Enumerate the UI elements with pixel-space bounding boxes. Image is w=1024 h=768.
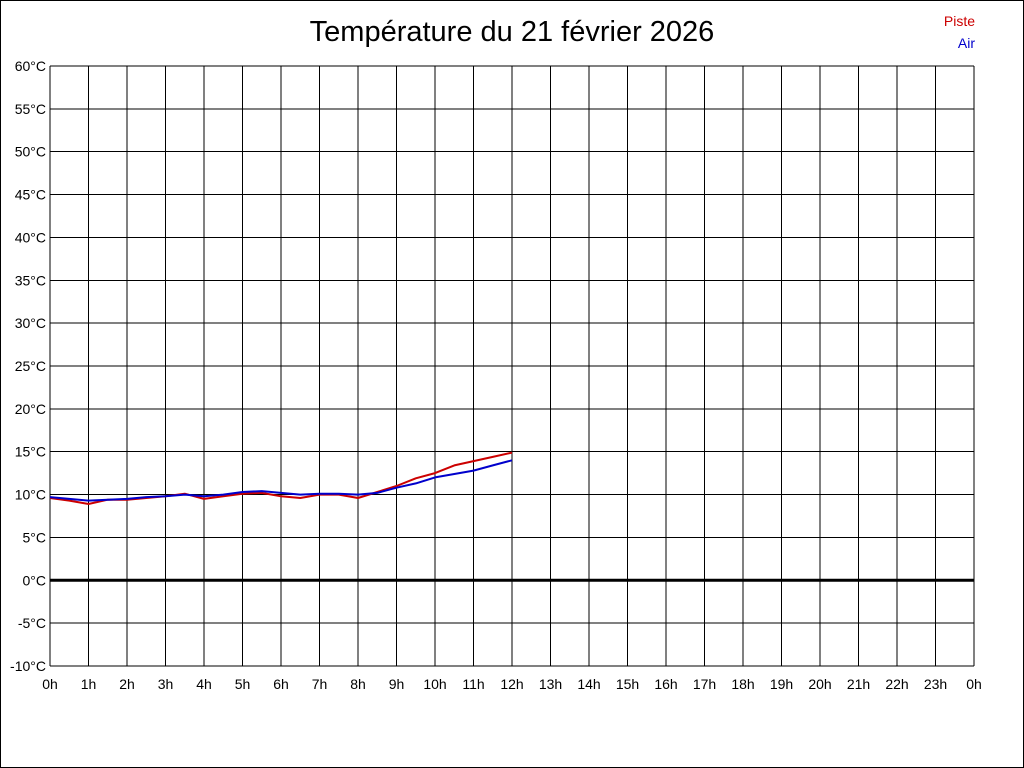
x-tick-label: 22h	[885, 676, 908, 692]
x-tick-label: 13h	[539, 676, 562, 692]
x-tick-label: 14h	[577, 676, 600, 692]
x-tick-label: 17h	[693, 676, 716, 692]
y-tick-label: 25°C	[15, 358, 46, 374]
series-line-air	[49, 459, 513, 502]
y-tick-label: 60°C	[15, 58, 46, 74]
x-tick-label: 4h	[196, 676, 212, 692]
x-tick-label: 16h	[654, 676, 677, 692]
y-tick-label: 45°C	[15, 187, 46, 203]
y-tick-label: 20°C	[15, 401, 46, 417]
x-tick-label: 9h	[389, 676, 405, 692]
legend-piste: Piste	[943, 13, 975, 29]
x-tick-label: 23h	[924, 676, 947, 692]
x-tick-label: 0h	[42, 676, 58, 692]
x-tick-label: 20h	[808, 676, 831, 692]
y-tick-label: 5°C	[23, 529, 47, 545]
x-tick-label: 5h	[235, 676, 251, 692]
y-tick-label: -10°C	[10, 658, 46, 674]
y-tick-label: -5°C	[18, 615, 46, 631]
x-tick-label: 3h	[158, 676, 174, 692]
y-tick-label: 0°C	[23, 572, 47, 588]
y-tick-label: 55°C	[15, 101, 46, 117]
y-tick-label: 15°C	[15, 444, 46, 460]
y-tick-label: 50°C	[15, 144, 46, 160]
x-tick-label: 1h	[81, 676, 97, 692]
y-tick-label: 10°C	[15, 487, 46, 503]
x-tick-label: 11h	[462, 676, 484, 692]
x-tick-label: 6h	[273, 676, 289, 692]
x-tick-label: 19h	[770, 676, 793, 692]
y-tick-label: 40°C	[15, 229, 46, 245]
x-tick-label: 10h	[423, 676, 446, 692]
y-tick-label: 30°C	[15, 315, 46, 331]
x-tick-label: 2h	[119, 676, 135, 692]
x-tick-label: 12h	[500, 676, 523, 692]
x-tick-label: 15h	[616, 676, 639, 692]
x-tick-label: 0h	[966, 676, 982, 692]
legend-air: Air	[957, 35, 975, 51]
x-tick-label: 8h	[350, 676, 366, 692]
x-tick-label: 18h	[731, 676, 754, 692]
x-tick-label: 7h	[312, 676, 328, 692]
x-tick-label: 21h	[847, 676, 870, 692]
y-tick-label: 35°C	[15, 272, 46, 288]
chart-title: Température du 21 février 2026	[309, 16, 715, 48]
